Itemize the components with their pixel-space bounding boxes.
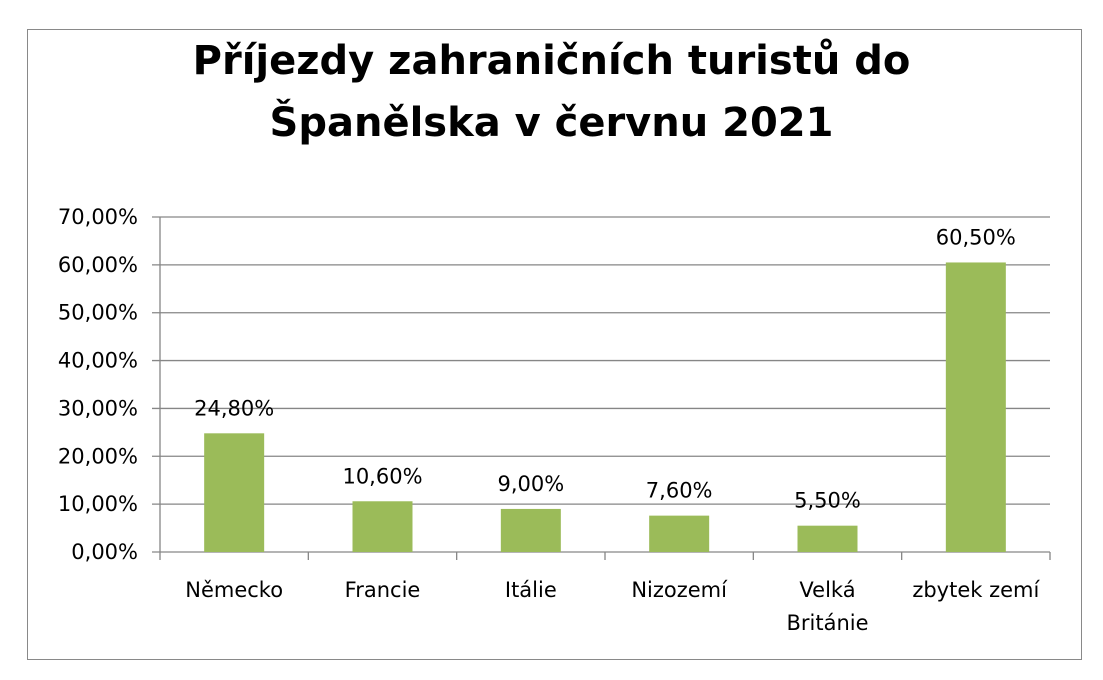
category-label: Nizozemí [631,578,728,602]
bars [204,262,1006,552]
y-tick-label: 30,00% [58,396,138,420]
category-label: zbytek zemí [912,578,1040,602]
data-label: 5,50% [794,489,861,513]
category-label: Velká [799,578,855,602]
y-tick-label: 50,00% [58,301,138,325]
chart-title-line-2: Španělska v červnu 2021 [269,100,834,146]
y-tick-label: 40,00% [58,349,138,373]
bar [204,433,265,552]
data-label: 60,50% [936,225,1016,249]
y-tick-label: 70,00% [58,205,138,229]
bar [649,515,710,552]
bar [945,262,1006,552]
gridlines [152,216,1051,560]
category-label: Itálie [505,578,557,602]
bar [797,525,858,552]
data-label: 24,80% [194,396,274,420]
category-label: Francie [345,578,421,602]
chart-title-line-1: Příjezdy zahraničních turistů do [192,38,911,84]
y-tick-label: 60,00% [58,253,138,277]
bar [352,501,413,552]
chart-frame [27,29,1082,660]
category-label: Německo [185,578,283,602]
data-label: 7,60% [646,479,713,503]
y-tick-label: 10,00% [58,492,138,516]
bar [500,508,561,552]
data-labels: 24,80% 10,60% 9,00% 7,60% 5,50% 60,50% [194,225,1016,512]
y-tick-label: 20,00% [58,444,138,468]
y-tick-label: 0,00% [71,540,138,564]
y-axis-tick-labels: 0,00% 10,00% 20,00% 30,00% 40,00% 50,00% 60,00… [58,205,138,564]
data-label: 10,60% [342,464,422,488]
data-label: 9,00% [497,472,564,496]
chart-title: Příjezdy zahraničních turistů do Španěls… [0,30,1103,154]
x-axis-category-labels: Německo Francie Itálie Nizozemí Velká Británi… [185,578,1040,635]
category-label: Británie [786,611,868,635]
